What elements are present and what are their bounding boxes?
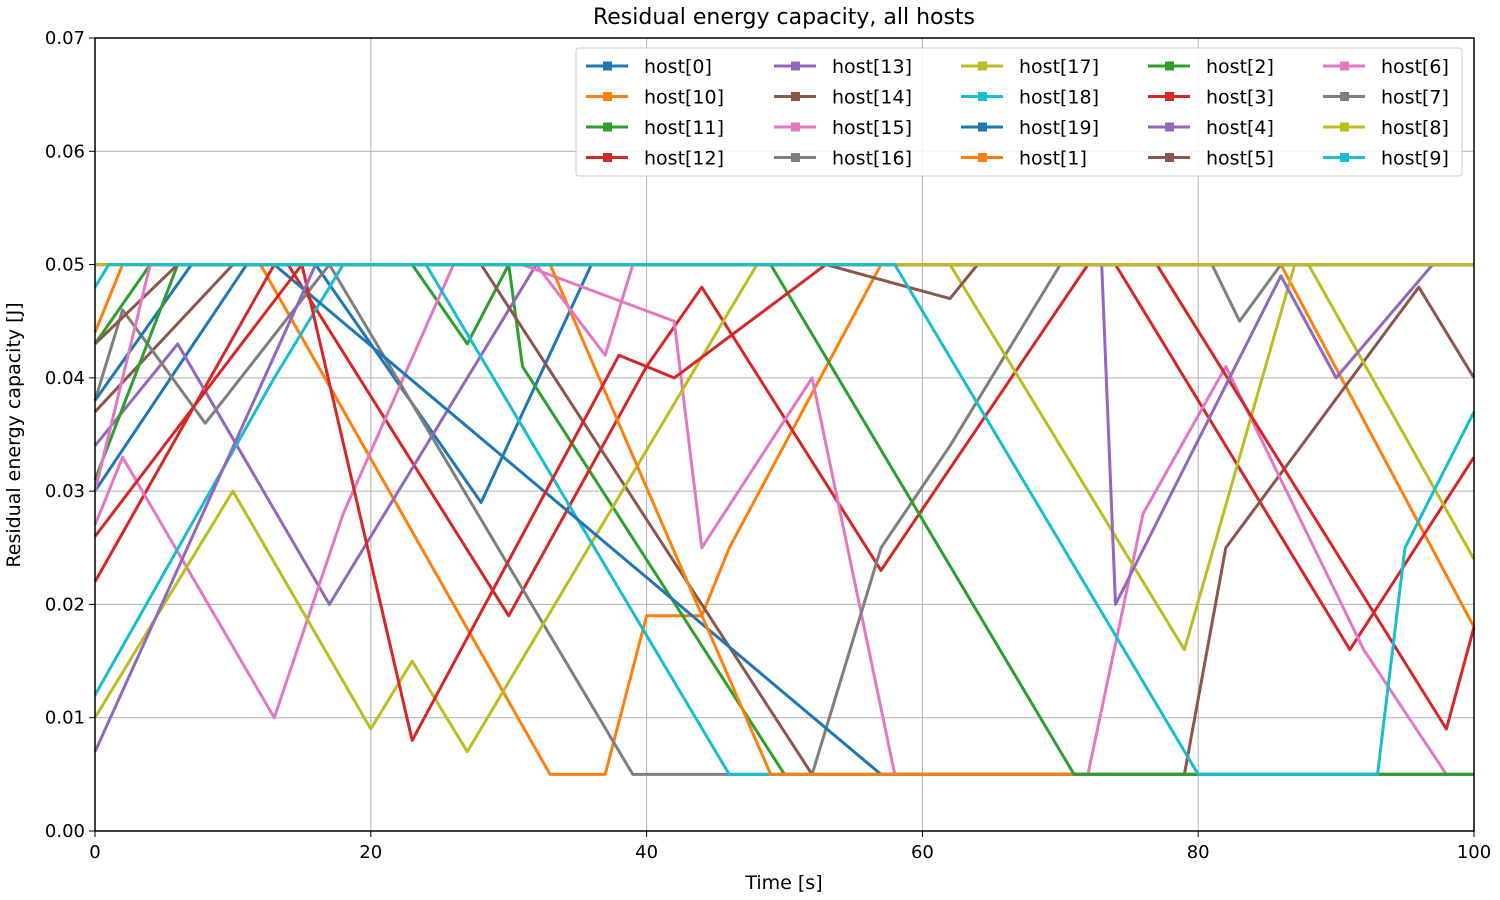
x-tick-label: 60: [911, 842, 934, 863]
legend-label: host[2]: [1206, 56, 1274, 78]
series-line-host2: [93, 263, 1474, 776]
legend-marker: [1165, 92, 1174, 101]
legend-label: host[5]: [1206, 148, 1274, 170]
series-line-host11: [93, 263, 1474, 776]
legend-item: host[1]: [961, 148, 1087, 170]
legend-label: host[4]: [1206, 117, 1274, 139]
legend-marker: [1340, 61, 1349, 71]
legend-marker: [791, 122, 800, 132]
series-lines: [93, 263, 1476, 776]
legend: host[0] host[10] host[11] host[12] host[13] h…: [575, 47, 1463, 177]
legend-item: host[15]: [774, 117, 912, 139]
legend-item: host[2]: [1148, 56, 1274, 78]
legend-marker: [978, 122, 987, 132]
series-line-host9: [93, 263, 1476, 776]
chart-title: Residual energy capacity, all hosts: [593, 5, 975, 30]
x-axis-label: Time [s]: [744, 872, 822, 894]
legend-item: host[0]: [586, 56, 712, 78]
series-line-host16: [93, 263, 1474, 776]
legend-label: host[14]: [832, 87, 912, 109]
y-tick-label: 0.00: [45, 821, 85, 842]
legend-box: [575, 47, 1463, 177]
x-axis-ticks: 0 20 40 60 80 100: [89, 831, 1491, 863]
series-line-host13: [93, 263, 1474, 606]
legend-label: host[1]: [1019, 148, 1087, 170]
legend-item: host[19]: [961, 117, 1099, 139]
legend-label: host[6]: [1381, 56, 1449, 78]
legend-item: host[14]: [774, 87, 912, 109]
y-tick-label: 0.01: [45, 708, 85, 729]
legend-item: host[7]: [1323, 87, 1449, 109]
legend-item: host[17]: [961, 56, 1099, 78]
legend-marker: [791, 61, 800, 71]
legend-item: host[16]: [774, 148, 912, 170]
legend-label: host[8]: [1381, 117, 1449, 139]
legend-marker: [1165, 153, 1174, 162]
y-tick-label: 0.02: [45, 594, 85, 615]
y-axis-ticks: 0.00 0.01 0.02 0.03 0.04 0.05 0.06 0.07: [45, 28, 95, 842]
legend-item: host[9]: [1323, 148, 1449, 170]
legend-item: host[10]: [586, 87, 724, 109]
legend-marker: [1165, 61, 1174, 71]
legend-marker: [978, 153, 987, 162]
legend-label: host[15]: [832, 117, 912, 139]
series-line-host15: [93, 263, 1448, 776]
legend-label: host[0]: [644, 56, 712, 78]
series-line-host18: [93, 263, 1474, 776]
legend-marker: [1340, 122, 1349, 132]
legend-label: host[19]: [1019, 117, 1099, 139]
legend-label: host[17]: [1019, 56, 1099, 78]
x-tick-label: 20: [359, 842, 382, 863]
legend-label: host[13]: [832, 56, 912, 78]
legend-marker: [791, 153, 800, 162]
legend-label: host[11]: [644, 117, 724, 139]
legend-marker: [603, 122, 612, 132]
x-tick-label: 0: [89, 842, 100, 863]
legend-label: host[9]: [1381, 148, 1449, 170]
legend-item: host[12]: [586, 148, 724, 170]
y-axis-label: Residual energy capacity [J]: [3, 302, 25, 567]
series-line-host12: [93, 263, 1476, 652]
legend-marker: [791, 92, 800, 101]
series-line-host3: [93, 263, 1476, 742]
axes: [94, 37, 1475, 832]
legend-item: host[13]: [774, 56, 912, 78]
plot-frame: [94, 37, 1475, 832]
legend-label: host[12]: [644, 148, 724, 170]
legend-item: host[3]: [1148, 87, 1274, 109]
y-tick-label: 0.06: [45, 141, 85, 162]
legend-marker: [603, 92, 612, 101]
legend-label: host[7]: [1381, 87, 1449, 109]
legend-item: host[18]: [961, 87, 1099, 109]
legend-marker: [603, 153, 612, 162]
legend-item: host[5]: [1148, 148, 1274, 170]
legend-item: host[6]: [1323, 56, 1449, 78]
y-tick-label: 0.05: [45, 255, 85, 276]
legend-marker: [1165, 122, 1174, 132]
x-tick-label: 100: [1457, 842, 1491, 863]
x-tick-label: 40: [635, 842, 658, 863]
series-line-host19: [93, 263, 1474, 776]
legend-item: host[8]: [1323, 117, 1449, 139]
y-tick-label: 0.03: [45, 481, 85, 502]
legend-item: host[4]: [1148, 117, 1274, 139]
legend-label: host[10]: [644, 87, 724, 109]
series-line-host1: [95, 263, 1474, 776]
legend-marker: [603, 61, 612, 71]
legend-item: host[11]: [586, 117, 724, 139]
legend-label: host[3]: [1206, 87, 1274, 109]
series-line-host10: [93, 263, 1476, 776]
y-tick-label: 0.07: [45, 28, 85, 49]
legend-label: host[16]: [832, 148, 912, 170]
legend-marker: [1340, 92, 1349, 101]
x-tick-label: 80: [1187, 842, 1210, 863]
series-line-host14: [93, 263, 1476, 776]
y-tick-label: 0.04: [45, 368, 85, 389]
legend-marker: [1340, 153, 1349, 162]
legend-marker: [978, 92, 987, 101]
legend-label: host[18]: [1019, 87, 1099, 109]
legend-marker: [978, 61, 987, 71]
